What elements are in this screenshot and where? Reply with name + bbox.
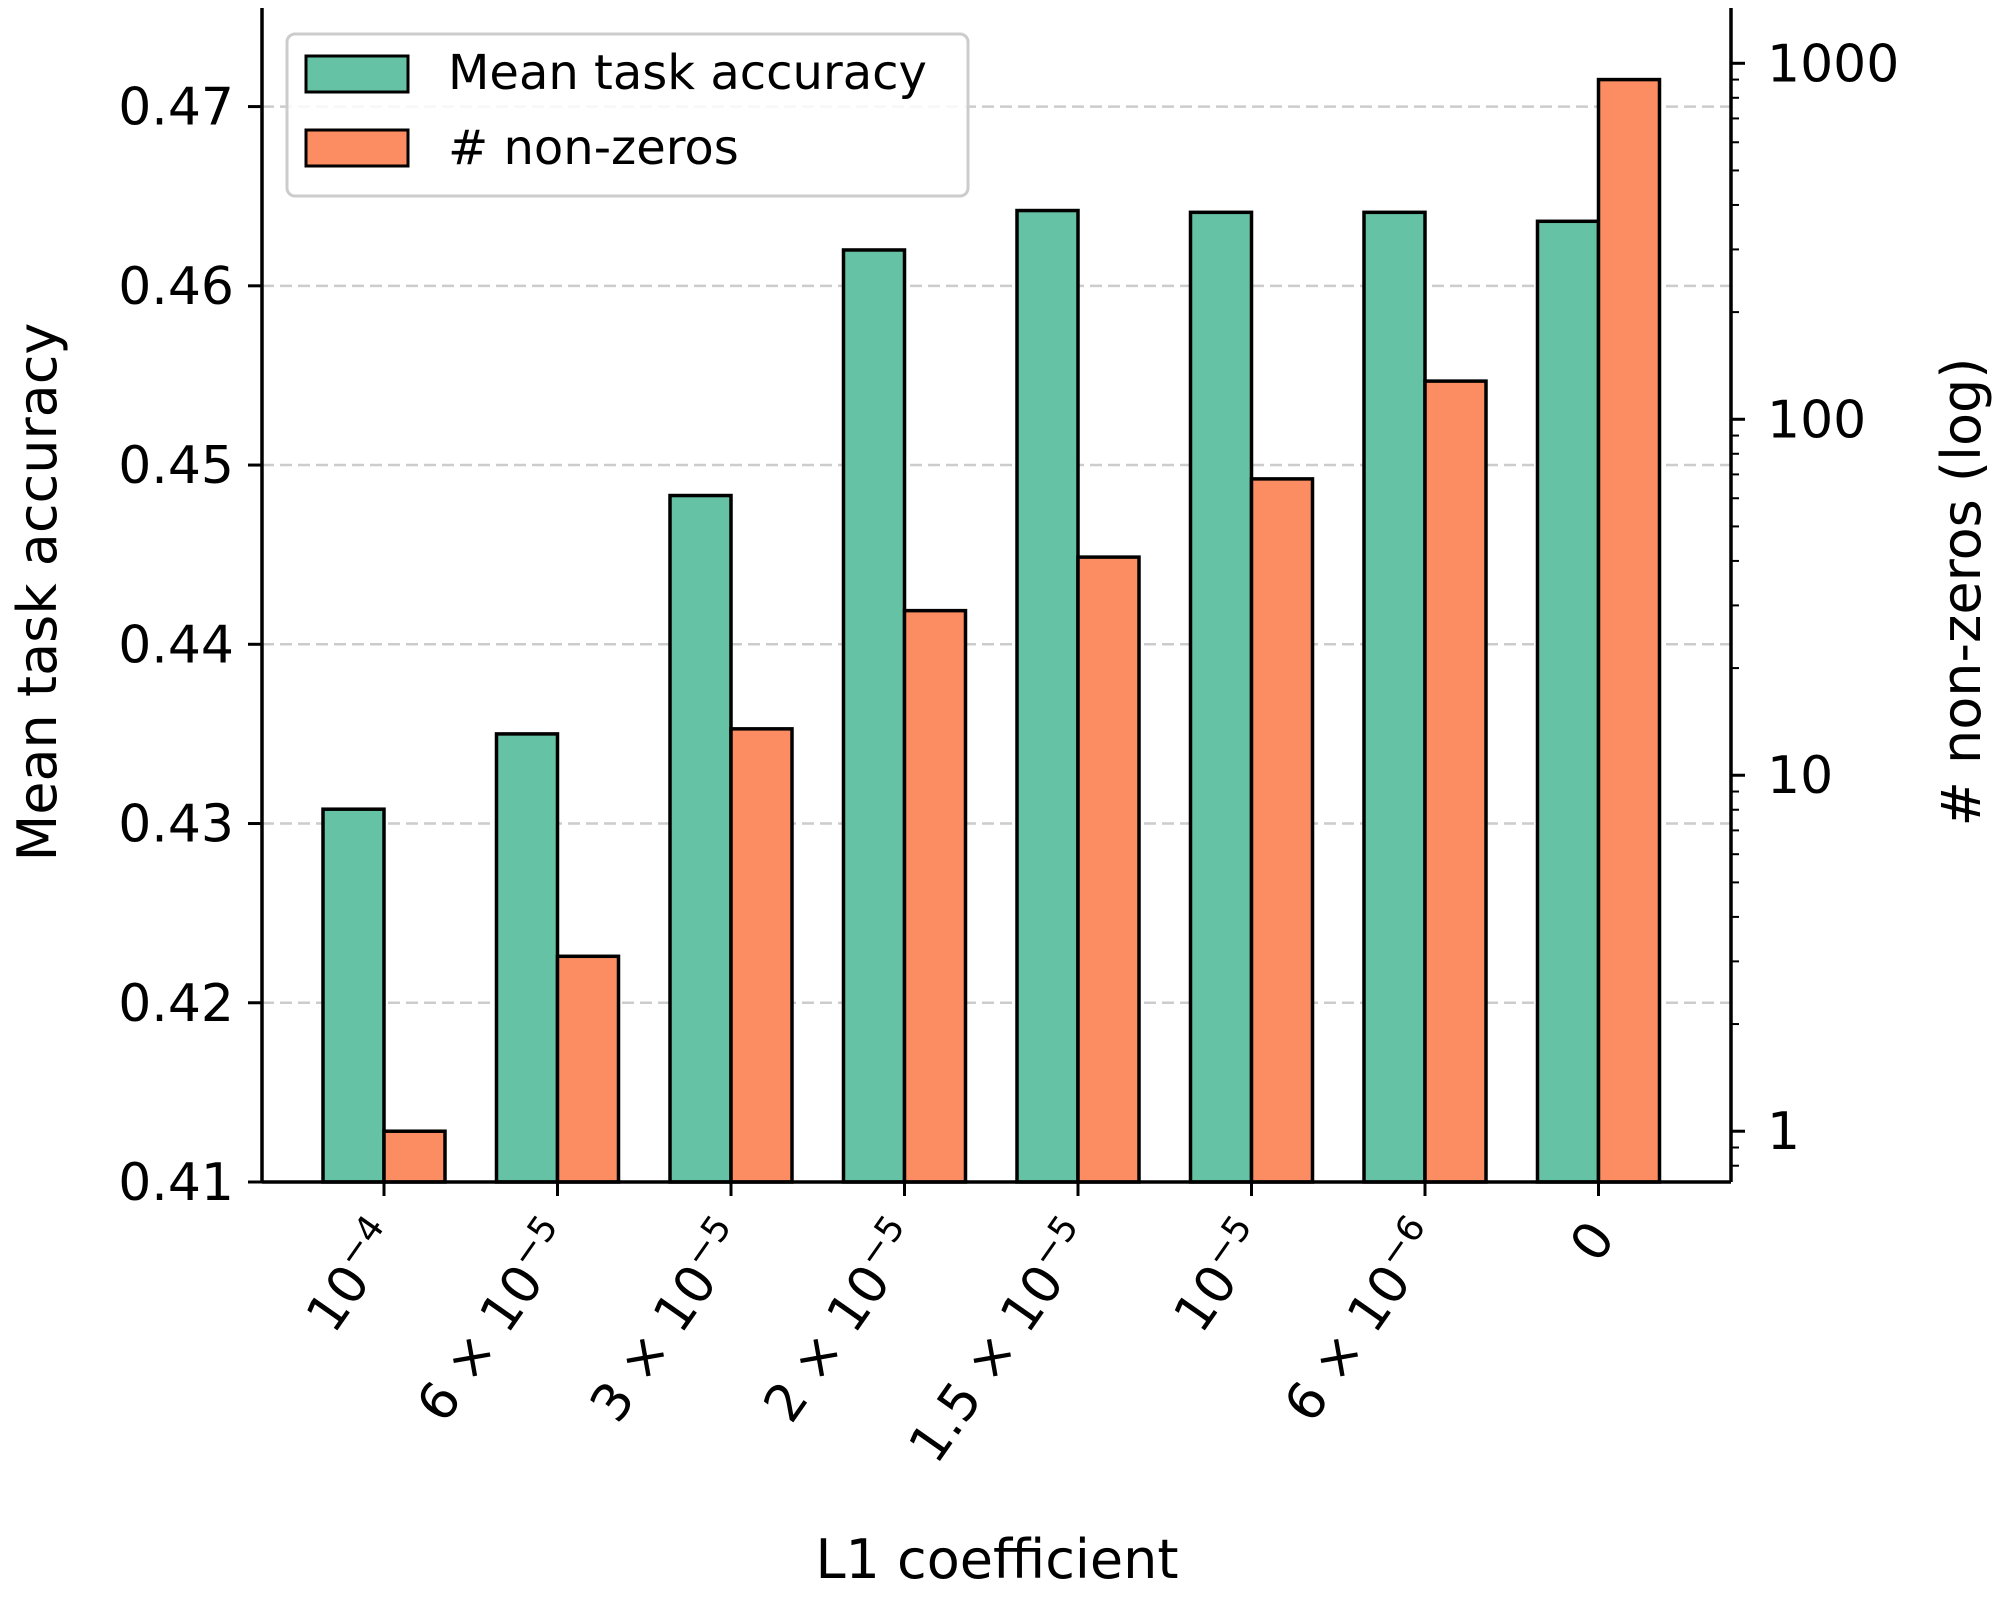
- x-tick-label: 6 × 10−5: [402, 1208, 587, 1433]
- bar-nonzeros: [1249, 477, 1315, 1184]
- right-y-tick-label: 1: [1767, 1102, 1800, 1162]
- left-y-tick-label: 0.44: [118, 615, 234, 675]
- legend-label-nonzeros: # non-zeros: [448, 120, 739, 176]
- bar-nonzeros: [382, 1129, 447, 1184]
- bar-accuracy: [1015, 208, 1080, 1184]
- x-tick-label: 0: [1559, 1211, 1627, 1273]
- left-y-ticks: 0.41 0.42 0.43 0.44 0.45 0.46 0.47: [118, 78, 262, 1213]
- left-y-tick-label: 0.47: [118, 78, 234, 138]
- bar-nonzeros: [1076, 555, 1141, 1184]
- bar-accuracy: [841, 248, 907, 1184]
- legend-label-accuracy: Mean task accuracy: [448, 45, 927, 101]
- bars: [321, 77, 1662, 1184]
- x-axis-label: L1 coefficient: [815, 1528, 1178, 1591]
- gridlines: [262, 105, 1731, 1005]
- right-y-ticks: 1 10 100 1000: [1731, 34, 1899, 1167]
- x-tick-label: 2 × 10−5: [749, 1208, 934, 1433]
- bar-accuracy: [321, 807, 386, 1184]
- x-tick-label: 10−4: [291, 1208, 413, 1343]
- left-y-tick-label: 0.45: [118, 436, 234, 496]
- legend-frame: [285, 32, 970, 198]
- bar-nonzeros: [1423, 379, 1488, 1184]
- x-tick-label: 6 × 10−6: [1269, 1208, 1454, 1433]
- right-y-tick-label: 10: [1767, 746, 1833, 806]
- left-y-axis-label: Mean task accuracy: [6, 323, 69, 862]
- legend: Mean task accuracy # non-zeros: [285, 32, 970, 198]
- x-ticks: 10−46 × 10−53 × 10−52 × 10−51.5 × 10−5 10…: [291, 1182, 1627, 1474]
- bar-nonzeros: [555, 954, 621, 1184]
- bar-accuracy: [494, 732, 560, 1184]
- legend-swatch-nonzeros: [304, 128, 410, 168]
- axes: [260, 8, 1733, 1184]
- left-y-tick-label: 0.46: [118, 257, 234, 317]
- bar-nonzeros: [729, 727, 794, 1184]
- legend-swatch-accuracy: [304, 54, 410, 94]
- left-y-tick-label: 0.42: [118, 974, 234, 1034]
- right-y-tick-label: 1000: [1767, 34, 1899, 94]
- bar-accuracy: [1188, 210, 1254, 1184]
- left-y-tick-label: 0.43: [118, 795, 234, 855]
- bar-nonzeros: [902, 608, 968, 1184]
- bar-accuracy: [668, 493, 733, 1184]
- bar-accuracy: [1362, 210, 1427, 1184]
- x-tick-label: 3 × 10−5: [575, 1208, 760, 1433]
- bar-accuracy: [1535, 219, 1601, 1184]
- x-tick-label: 1.5 × 10−5: [894, 1208, 1107, 1473]
- right-y-axis-label: # non-zeros (log): [1930, 358, 1993, 827]
- bar-nonzeros: [1596, 77, 1662, 1184]
- x-tick-label: 10−5: [1159, 1208, 1281, 1343]
- right-y-tick-label: 100: [1767, 390, 1866, 450]
- left-y-tick-label: 0.41: [118, 1153, 234, 1213]
